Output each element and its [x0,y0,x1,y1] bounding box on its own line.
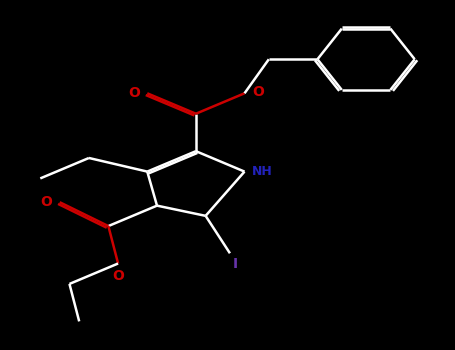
Text: I: I [233,257,238,271]
Text: O: O [112,268,124,282]
Text: O: O [40,195,52,209]
Text: O: O [252,85,264,99]
Text: O: O [128,86,140,100]
Text: NH: NH [252,165,273,178]
